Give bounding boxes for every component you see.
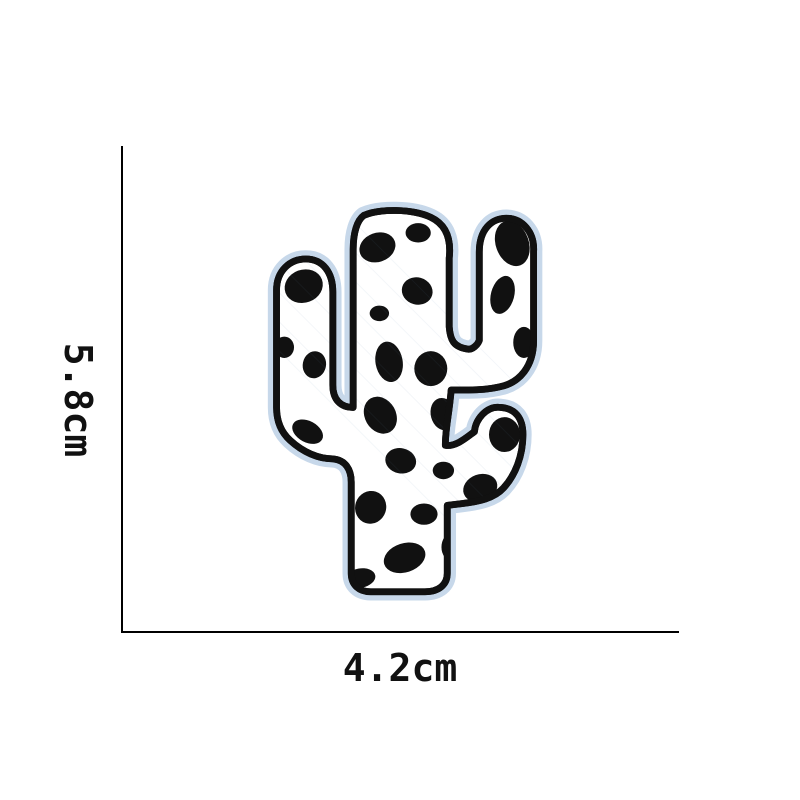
width-dimension-label: 4.2cm: [342, 646, 458, 690]
height-dimension-label: 5.8cm: [56, 342, 100, 458]
width-measure-line: [121, 631, 679, 633]
cactus-patch-icon: [240, 195, 550, 620]
height-measure-line: [121, 146, 123, 633]
cactus-patch: [240, 195, 550, 620]
